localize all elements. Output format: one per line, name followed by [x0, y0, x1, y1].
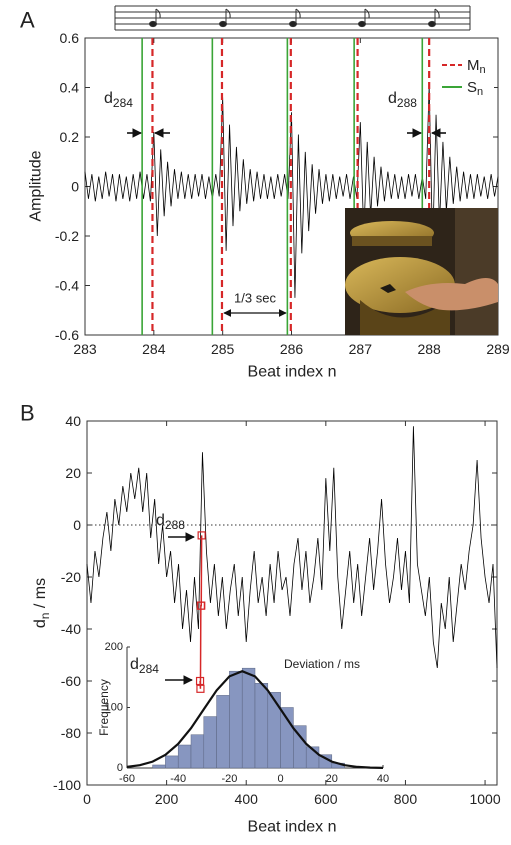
x-tick-label: 20 — [326, 773, 338, 785]
highlight-point — [196, 684, 205, 693]
y-tick-label: -40 — [61, 621, 81, 637]
annotation-sub: 288 — [397, 96, 417, 110]
y-axis-label-rest: / ms — [32, 578, 49, 613]
panel-label: A — [20, 8, 35, 33]
y-axis-label: Amplitude — [28, 150, 45, 221]
inset-y-label: Frequency — [97, 679, 111, 736]
y-tick-label: 0.2 — [60, 129, 80, 145]
y-tick-label: 0.6 — [60, 30, 80, 46]
legend-label-base: S — [467, 79, 477, 96]
inset-x-label: Deviation / ms — [284, 657, 360, 671]
y-tick-label: -0.6 — [55, 327, 79, 343]
histogram-bar — [216, 695, 230, 769]
annotation-sub: 284 — [113, 96, 133, 110]
panel-label: B — [20, 401, 35, 426]
x-axis-label: Beat index n — [248, 819, 337, 836]
y-tick-label: -80 — [61, 725, 81, 741]
x-tick-label: 287 — [349, 341, 373, 357]
note — [358, 8, 370, 28]
x-tick-label: 0 — [83, 791, 91, 807]
highlight-line — [199, 535, 203, 689]
annotation-sub: 288 — [165, 518, 185, 532]
histogram-bar — [152, 764, 166, 769]
x-tick-label: 1000 — [469, 791, 500, 807]
legend-label-sub: n — [477, 86, 483, 98]
x-tick-label: -40 — [170, 773, 186, 785]
x-tick-label: 200 — [155, 791, 179, 807]
y-axis-label-base: d — [32, 619, 49, 628]
panel-b: 0 200 400 600 800 1000-100-80-60-40-2002040-6… — [20, 401, 501, 836]
highlight-point — [197, 531, 206, 540]
note — [149, 8, 161, 28]
photo-inset — [345, 208, 498, 335]
y-tick-label: 20 — [65, 465, 81, 481]
annotation-base: d — [130, 656, 139, 673]
legend-label: Sn — [467, 79, 483, 99]
x-tick-label: 285 — [211, 341, 235, 357]
annotation: d284 — [130, 656, 159, 677]
x-tick-label: 289 — [486, 341, 510, 357]
legend-label-sub: n — [480, 64, 486, 76]
fit-curve — [126, 670, 384, 769]
annotation-base: d — [156, 512, 165, 529]
x-tick-label: 284 — [142, 341, 166, 357]
annotation-base: d — [388, 90, 397, 107]
x-tick-label: 288 — [417, 341, 441, 357]
y-tick-label: 0 — [73, 517, 81, 533]
annotation-sub: 284 — [139, 662, 159, 676]
x-tick-label: 286 — [280, 341, 304, 357]
histogram-bar — [229, 670, 243, 769]
x-tick-label: -60 — [119, 773, 135, 785]
y-tick-label: 0 — [71, 179, 79, 195]
x-tick-label: 600 — [314, 791, 338, 807]
histogram-bar — [241, 667, 256, 769]
y-tick-label: -0.2 — [55, 228, 79, 244]
histogram-bar — [177, 744, 192, 769]
y-tick-label: 0.4 — [60, 80, 80, 96]
x-tick-label: 40 — [377, 773, 389, 785]
y-tick-label: -100 — [53, 777, 81, 793]
x-tick-label: 400 — [235, 791, 259, 807]
histogram-bar — [203, 716, 217, 769]
histogram-bar — [190, 734, 205, 769]
y-tick-label: 0 — [117, 762, 123, 774]
y-tick-label: 200 — [105, 641, 123, 653]
annotation: 1/3 sec — [234, 291, 276, 306]
legend-label: Mn — [467, 57, 486, 77]
music-staff — [114, 5, 471, 31]
y-axis-label: dn / ms — [32, 578, 53, 628]
y-tick-label: 40 — [65, 413, 81, 429]
annotation: d288 — [156, 512, 185, 533]
x-tick-label: -20 — [221, 773, 237, 785]
x-tick-label: 0 — [278, 773, 284, 785]
y-axis-label-sub: n — [38, 613, 52, 620]
legend-bg — [438, 55, 494, 75]
histogram-bar — [165, 755, 179, 769]
annotation: d288 — [388, 90, 417, 111]
signal-line — [86, 426, 498, 669]
highlight-point — [197, 601, 206, 610]
legend-bg — [438, 77, 494, 97]
note — [289, 8, 301, 28]
note — [428, 8, 440, 28]
plot-frame — [86, 420, 498, 786]
histogram-bar — [254, 683, 269, 769]
x-axis-label: Beat index n — [248, 364, 337, 381]
panel-a: 283 284 285 286 287 288 289 -0.6 -0.4 -0.2 0 0.2 0.4… — [20, 8, 510, 381]
x-tick-label: 800 — [394, 791, 418, 807]
y-tick-label: -0.4 — [55, 278, 79, 294]
histogram-bar — [280, 707, 294, 769]
y-tick-label: 100 — [105, 702, 123, 714]
histogram-bar — [267, 692, 281, 769]
legend-label-base: M — [467, 57, 480, 74]
y-tick-label: -20 — [61, 569, 81, 585]
annotation-base: d — [104, 90, 113, 107]
y-tick-label: -60 — [61, 673, 81, 689]
note — [219, 8, 231, 28]
x-tick-label: 283 — [73, 341, 97, 357]
annotation: d284 — [104, 90, 133, 111]
highlight-point — [195, 676, 205, 686]
